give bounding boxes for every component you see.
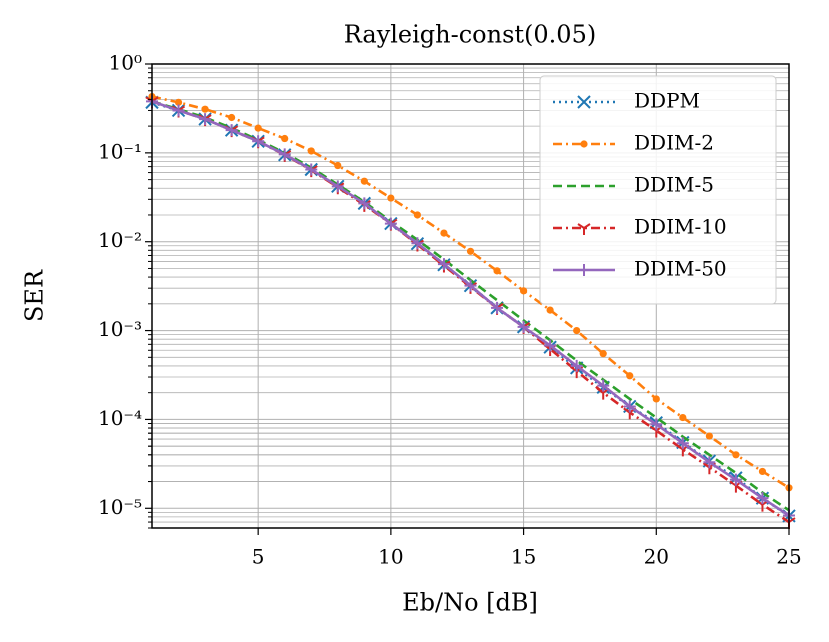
marker [305, 163, 318, 176]
marker [626, 372, 634, 380]
legend-label: DDIM-2 [634, 131, 714, 155]
ticks: 5 10 15 20 25 10⁰ 10⁻¹ 10⁻² 10⁻³ 10⁻⁴ 10⁻⁵ [98, 51, 802, 569]
y-tick-label: 10⁻⁵ [98, 495, 142, 519]
plot-frame [151, 63, 790, 529]
y-tick-label: 10⁰ [109, 51, 142, 75]
plot-lines [145, 92, 796, 530]
marker [334, 161, 342, 170]
marker [652, 395, 660, 403]
marker [570, 359, 583, 372]
marker [201, 105, 209, 113]
marker [758, 467, 767, 476]
marker [703, 456, 716, 469]
marker [278, 148, 291, 161]
marker [384, 217, 397, 230]
legend-box [539, 75, 777, 305]
y-axis-label: SER [21, 269, 49, 322]
marker [676, 437, 689, 450]
marker [174, 98, 183, 106]
marker [360, 177, 368, 185]
marker [519, 287, 528, 295]
marker [578, 264, 590, 276]
marker [577, 95, 591, 109]
marker [577, 223, 591, 235]
marker [705, 432, 713, 440]
marker [252, 135, 265, 148]
marker [172, 104, 185, 117]
marker [546, 306, 554, 314]
marker [331, 180, 344, 193]
marker [679, 413, 687, 422]
marker [756, 492, 769, 505]
marker [573, 326, 581, 335]
marker [580, 140, 588, 148]
marker [254, 124, 262, 132]
marker [307, 147, 315, 155]
legend-label: DDIM-10 [634, 215, 727, 239]
legend-label: DDIM-50 [634, 257, 727, 281]
marker [437, 258, 450, 271]
marker [387, 194, 395, 202]
x-tick-label: 15 [511, 545, 536, 569]
marker [650, 418, 663, 431]
y-tick-label: 10⁻¹ [98, 139, 142, 163]
x-tick-label: 20 [644, 545, 669, 569]
marker [732, 451, 740, 459]
marker [358, 197, 371, 210]
marker [228, 113, 236, 122]
y-tick-label: 10⁻³ [98, 317, 142, 341]
x-tick-label: 25 [776, 545, 801, 569]
marker [597, 379, 610, 392]
y-tick-label: 10⁻⁴ [98, 406, 142, 430]
chart-title: Rayleigh-const(0.05) [344, 21, 596, 49]
marker [599, 350, 607, 358]
marker [491, 301, 504, 314]
marker [413, 211, 422, 219]
legend-label: DDPM [634, 89, 700, 113]
marker [464, 279, 477, 292]
legend: DDPM DDIM-2 DDIM-5 DDIM-10 DDIM-50 [539, 75, 777, 305]
marker [517, 320, 530, 333]
marker [729, 473, 742, 486]
marker [411, 237, 424, 250]
marker [544, 339, 557, 352]
y-tick-label: 10⁻² [98, 228, 142, 252]
x-tick-label: 5 [252, 545, 265, 569]
marker [225, 124, 238, 137]
marker [493, 267, 501, 275]
marker [623, 400, 636, 413]
marker [466, 247, 475, 255]
legend-label: DDIM-5 [634, 173, 714, 197]
marker [281, 134, 289, 143]
marker [199, 113, 212, 126]
x-tick-label: 10 [378, 545, 403, 569]
marker [440, 229, 448, 237]
x-axis-label: Eb/No [dB] [402, 589, 538, 617]
